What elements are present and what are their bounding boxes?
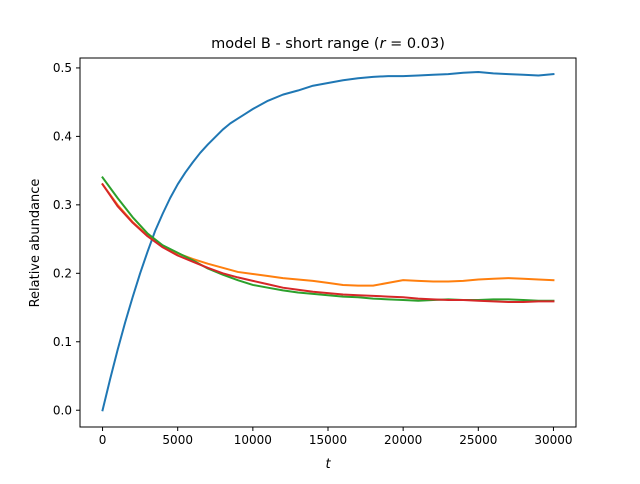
y-tick-label: 0.3 [53,198,72,212]
x-tick-label: 5000 [162,433,193,447]
y-tick-label: 0.1 [53,335,72,349]
y-tick-label: 0.2 [53,267,72,281]
x-tick-label: 10000 [234,433,272,447]
x-tick-label: 0 [99,433,107,447]
chart-title: model B - short range (r = 0.03) [211,36,445,52]
x-tick-label: 15000 [309,433,347,447]
axes-layer: 0 5000 10000 15000 20000 25000 30000 0.0 0.1 0.2 0… [53,57,577,447]
y-tick-label: 0.0 [53,404,72,418]
y-tick-label: 0.4 [53,130,72,144]
series-layer [101,71,555,412]
series-line-4 [101,182,555,304]
y-axis-label: Relative abundance [28,179,43,308]
x-tick-label: 25000 [459,433,497,447]
x-tick-label: 20000 [384,433,422,447]
y-tick-label: 0.5 [53,61,72,75]
x-axis-label: t [325,457,331,472]
x-tick-label: 30000 [534,433,572,447]
